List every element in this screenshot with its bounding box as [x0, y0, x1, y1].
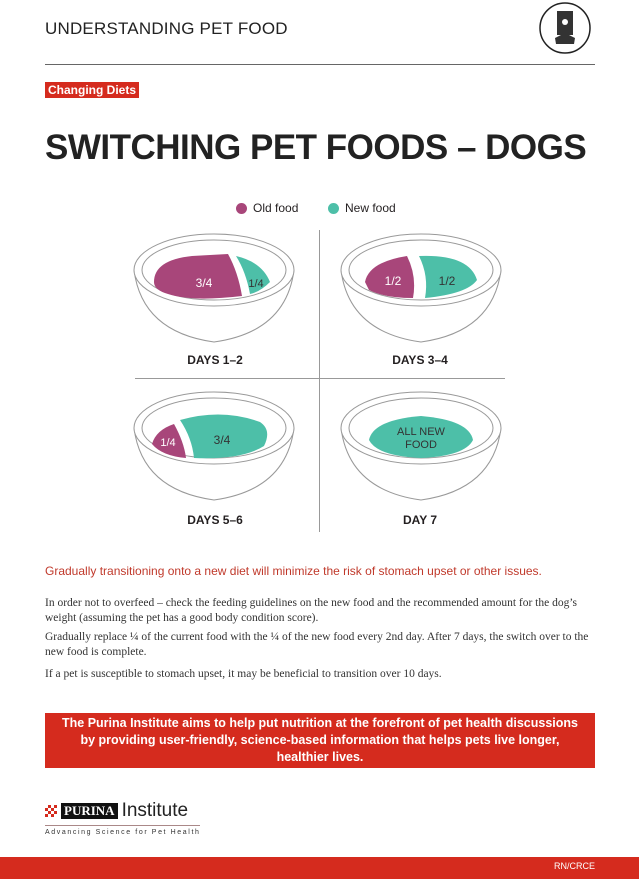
new-fraction: 3/4: [214, 433, 231, 447]
old-food-portion: [152, 424, 186, 458]
purina-institute-logo: PURINA Institute Advancing Science for P…: [45, 800, 201, 836]
new-fraction: 1/4: [248, 278, 263, 290]
old-fraction: 3/4: [196, 276, 213, 290]
bowl-day-7: ALL NEW FOOD: [340, 391, 502, 501]
legend-new: New food: [328, 201, 396, 215]
new-food-label: ALL NEW: [397, 426, 446, 438]
logo-brand: PURINA: [61, 803, 118, 819]
new-food-label: FOOD: [405, 439, 437, 451]
bowl-label: DAYS 5–6: [187, 513, 243, 527]
footer-bar: [0, 857, 639, 879]
bowl-label: DAYS 1–2: [187, 353, 243, 367]
lead-text: Gradually transitioning onto a new diet …: [45, 564, 542, 578]
new-food-portion: [419, 255, 477, 298]
new-food-swatch: [328, 202, 339, 214]
paragraph: If a pet is susceptible to stomach upset…: [45, 668, 442, 680]
old-food-portion: [365, 256, 415, 298]
old-fraction: 1/2: [385, 274, 402, 288]
checkerboard-icon: [45, 805, 57, 817]
legend-new-label: New food: [345, 201, 396, 215]
vertical-divider: [319, 230, 320, 532]
callout-text: The Purina Institute aims to help put nu…: [62, 716, 578, 764]
logo-name: Institute: [121, 800, 189, 821]
legend-old: Old food: [236, 201, 298, 215]
bowl-days-3-4: 1/2 1/2: [340, 233, 502, 343]
new-fraction: 1/2: [439, 274, 456, 288]
paragraph: Gradually replace ¼ of the current food …: [45, 631, 589, 658]
footer-code: RN/CRCE: [553, 861, 595, 871]
header-divider: [45, 64, 595, 65]
logo-tagline: Advancing Science for Pet Health: [45, 825, 201, 836]
bowl-label: DAYS 3–4: [392, 353, 448, 367]
new-food-portion: [180, 414, 268, 459]
bowl-days-5-6: 1/4 3/4: [133, 391, 295, 501]
paragraph: In order not to overfeed – check the fee…: [45, 597, 578, 624]
pet-food-bag-icon: [539, 2, 591, 54]
legend-old-label: Old food: [253, 201, 299, 215]
header-title: UNDERSTANDING PET FOOD: [45, 19, 288, 38]
new-food-portion: [369, 416, 473, 458]
new-food-portion: [236, 256, 270, 294]
old-food-portion: [154, 254, 242, 299]
bowl-label: DAY 7: [402, 513, 438, 527]
category-tag: Changing Diets: [45, 82, 140, 98]
old-food-swatch: [236, 202, 247, 214]
bowl-days-1-2: 3/4 1/4: [133, 233, 295, 343]
horizontal-divider: [135, 378, 505, 379]
callout-box: The Purina Institute aims to help put nu…: [45, 713, 595, 768]
old-fraction: 1/4: [160, 437, 175, 449]
page-title: SWITCHING PET FOODS – DOGS: [45, 128, 587, 167]
